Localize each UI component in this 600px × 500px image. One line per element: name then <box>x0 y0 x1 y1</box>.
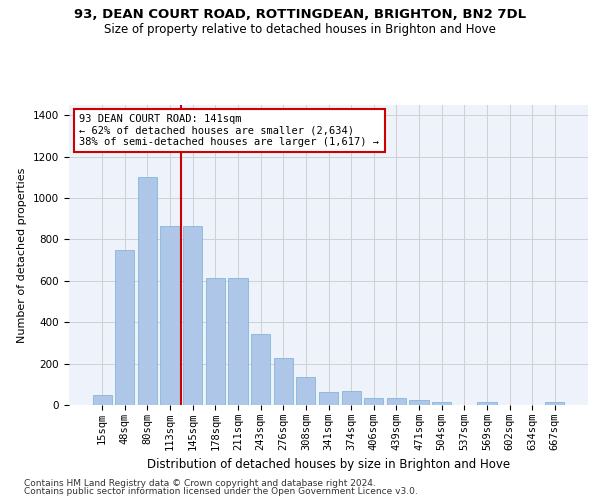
Bar <box>341 390 361 405</box>
Bar <box>206 278 225 405</box>
Bar <box>92 395 112 405</box>
Text: Contains public sector information licensed under the Open Government Licence v3: Contains public sector information licen… <box>24 487 418 496</box>
Text: 93 DEAN COURT ROAD: 141sqm
← 62% of detached houses are smaller (2,634)
38% of s: 93 DEAN COURT ROAD: 141sqm ← 62% of deta… <box>79 114 379 147</box>
Bar <box>138 178 157 405</box>
Bar <box>319 392 338 405</box>
Bar <box>160 226 180 405</box>
Bar <box>296 377 316 405</box>
Bar <box>387 398 406 405</box>
Bar <box>477 402 497 405</box>
Bar <box>115 250 134 405</box>
Bar <box>251 334 270 405</box>
X-axis label: Distribution of detached houses by size in Brighton and Hove: Distribution of detached houses by size … <box>147 458 510 471</box>
Bar <box>545 402 565 405</box>
Bar <box>364 398 383 405</box>
Bar <box>432 402 451 405</box>
Bar <box>409 400 428 405</box>
Text: Size of property relative to detached houses in Brighton and Hove: Size of property relative to detached ho… <box>104 24 496 36</box>
Text: 93, DEAN COURT ROAD, ROTTINGDEAN, BRIGHTON, BN2 7DL: 93, DEAN COURT ROAD, ROTTINGDEAN, BRIGHT… <box>74 8 526 20</box>
Bar <box>229 278 248 405</box>
Bar <box>183 226 202 405</box>
Text: Contains HM Land Registry data © Crown copyright and database right 2024.: Contains HM Land Registry data © Crown c… <box>24 478 376 488</box>
Y-axis label: Number of detached properties: Number of detached properties <box>17 168 28 342</box>
Bar <box>274 358 293 405</box>
